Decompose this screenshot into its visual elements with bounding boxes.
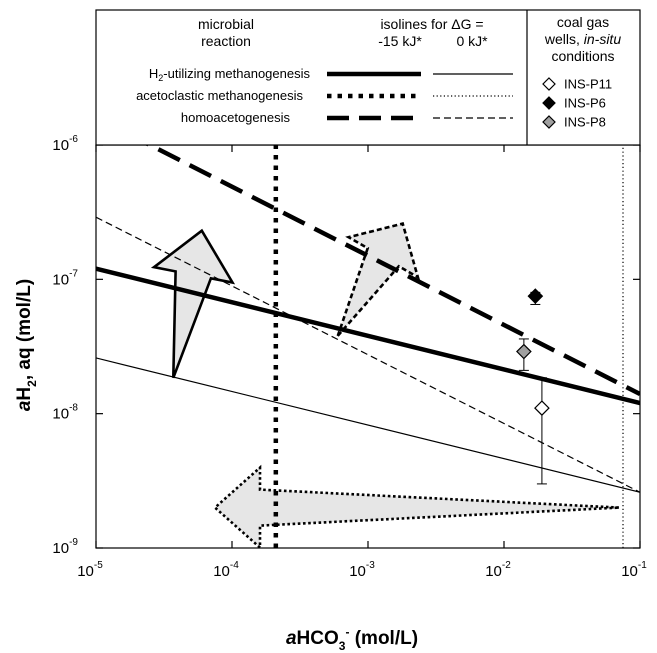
point-ins-p11 bbox=[534, 377, 550, 485]
isoline-homoacetogenesis-neg15kj bbox=[144, 145, 640, 397]
legend-wells-header-2: wells, in-situ bbox=[544, 31, 621, 47]
y-tick-label: 10-7 bbox=[52, 268, 78, 288]
arrow-h2-utilizing-methanogenesis bbox=[150, 228, 236, 379]
isoline-homoacetogenesis-0kj bbox=[96, 216, 640, 493]
legend-reaction-header-2: reaction bbox=[201, 33, 251, 49]
point-marker bbox=[516, 343, 532, 360]
point-marker bbox=[534, 400, 550, 416]
x-tick-label: 10-3 bbox=[349, 560, 375, 580]
isoline-layer bbox=[96, 145, 640, 548]
arrow-layer bbox=[150, 222, 619, 548]
legend-isolines-zero: 0 kJ* bbox=[456, 33, 488, 49]
arrow-homoacetogenesis bbox=[336, 222, 421, 337]
legend-wells-header-1: coal gas bbox=[557, 14, 609, 30]
point-ins-p8 bbox=[516, 338, 532, 371]
legend-isolines-header: isolines for ΔG = bbox=[380, 16, 483, 32]
legend-well-label-ins-p8: INS-P8 bbox=[564, 115, 606, 130]
arrow-acetoclastic-methanogenesis bbox=[213, 464, 619, 548]
legend-isolines-neg15: -15 kJ* bbox=[378, 33, 422, 49]
x-axis: 10-5 10-4 10-3 10-2 10-1 bbox=[77, 145, 647, 580]
y-axis: 10-9 10-8 10-7 10-6 bbox=[52, 134, 640, 557]
x-tick-label: 10-5 bbox=[77, 560, 103, 580]
legend: microbial reaction isolines for ΔG = -15… bbox=[95, 9, 641, 146]
point-marker bbox=[527, 288, 544, 304]
legend-well-label-ins-p6: INS-P6 bbox=[564, 96, 606, 111]
legend-reaction-h2: H2-utilizing methanogenesis bbox=[149, 66, 311, 83]
legend-well-marker-ins-p8 bbox=[542, 115, 556, 129]
legend-reaction-aceto: acetoclastic methanogenesis bbox=[136, 88, 303, 103]
y-tick-label: 10-9 bbox=[52, 537, 78, 557]
legend-reaction-header-1: microbial bbox=[198, 16, 254, 32]
y-axis-title: aH2, aq (mol/L) bbox=[14, 279, 39, 411]
legend-well-marker-ins-p6 bbox=[542, 96, 556, 110]
y-tick-label: 10-6 bbox=[52, 134, 78, 154]
isoline-h2-utilizing-methanogenesis-0kj bbox=[96, 357, 640, 493]
x-axis-title: aHCO3- (mol/L) bbox=[286, 625, 418, 653]
y-tick-label: 10-8 bbox=[52, 403, 78, 423]
x-tick-label: 10-2 bbox=[485, 560, 511, 580]
legend-well-label-ins-p11: INS-P11 bbox=[564, 77, 612, 92]
point-layer bbox=[516, 288, 550, 485]
x-tick-label: 10-4 bbox=[213, 560, 239, 580]
legend-wells-list: INS-P11 INS-P6 INS-P8 bbox=[542, 77, 612, 130]
legend-reaction-homo: homoacetogenesis bbox=[181, 110, 291, 125]
point-ins-p6 bbox=[527, 288, 544, 305]
x-tick-label: 10-1 bbox=[621, 560, 647, 580]
legend-wells-header-3: conditions bbox=[551, 48, 614, 64]
isoline-h2-utilizing-methanogenesis-neg15kj bbox=[96, 266, 640, 406]
legend-well-marker-ins-p11 bbox=[542, 77, 556, 91]
